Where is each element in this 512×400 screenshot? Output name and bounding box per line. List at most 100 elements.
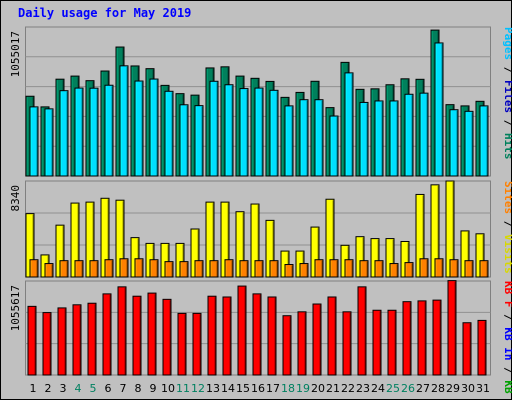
bar-pages: [89, 87, 99, 177]
bar-sites: [359, 260, 369, 278]
bar-kbytes: [357, 286, 367, 376]
bar-pages: [269, 89, 279, 177]
x-tick-label: 23: [356, 382, 370, 395]
bar-sites: [74, 260, 84, 278]
panel-hits: 1055017 Pages / Files / Hits: [9, 26, 512, 177]
x-tick-label: 17: [266, 382, 280, 395]
panel-visits-legend: Sites / Visits: [502, 181, 512, 274]
bar-pages: [44, 108, 54, 177]
x-tick-label: 18: [281, 382, 295, 395]
bar-sites: [89, 260, 99, 278]
x-tick-label: 28: [431, 382, 445, 395]
x-tick-label: 4: [75, 382, 82, 395]
bar-sites: [194, 260, 204, 278]
bar-sites: [104, 259, 114, 278]
bar-pages: [419, 92, 429, 177]
x-tick-label: 9: [150, 382, 157, 395]
x-tick-label: 27: [416, 382, 430, 395]
bar-pages: [359, 101, 369, 177]
bar-kbytes: [177, 312, 187, 376]
bar-kbytes: [312, 303, 322, 376]
x-tick-label: 12: [191, 382, 205, 395]
x-tick-label: 26: [401, 382, 415, 395]
x-tick-label: 16: [251, 382, 265, 395]
bar-sites: [149, 259, 159, 278]
x-tick-label: 24: [371, 382, 385, 395]
bar-sites: [269, 260, 279, 278]
y-tick-label: 1055617: [9, 285, 22, 331]
legend-entry: KB In: [502, 327, 512, 360]
legend-entry: Visits: [502, 234, 512, 274]
bar-pages: [74, 87, 84, 177]
bar-pages: [59, 90, 69, 177]
bar-kbytes: [387, 309, 397, 376]
bar-kbytes: [147, 292, 157, 376]
x-tick-label: 10: [161, 382, 175, 395]
bar-kbytes: [432, 299, 442, 376]
legend-entry: KB F: [502, 281, 512, 308]
bar-kbytes: [72, 304, 82, 376]
x-tick-label: 29: [446, 382, 460, 395]
bar-sites: [299, 263, 309, 278]
chart-panels: 1055017 Pages / Files / Hits 8340 Sites / V…: [9, 26, 512, 400]
bar-sites: [209, 260, 219, 278]
bar-sites: [404, 262, 414, 278]
bar-sites: [44, 263, 54, 278]
x-tick-label: 20: [311, 382, 325, 395]
bar-pages: [284, 105, 294, 177]
x-tick-label: 5: [90, 382, 97, 395]
legend-entry: Files: [502, 80, 512, 113]
bar-sites: [374, 260, 384, 278]
bar-pages: [209, 80, 219, 177]
bar-kbytes: [447, 280, 457, 376]
legend-separator: /: [502, 214, 512, 234]
x-tick-label: 1: [30, 382, 37, 395]
bar-kbytes: [192, 312, 202, 376]
bar-pages: [329, 115, 339, 177]
bar-sites: [254, 260, 264, 278]
x-axis-labels: 1 2 3 4 5 6 7 8 9 10 11 12 13 14 15 16 17 18 19 20 21 22 23 24 2…: [30, 382, 491, 395]
bar-sites: [164, 261, 174, 278]
bar-kbytes: [222, 296, 232, 376]
bar-pages: [179, 104, 189, 177]
x-tick-label: 7: [120, 382, 127, 395]
bar-kbytes: [162, 298, 172, 376]
bar-kbytes: [102, 293, 112, 376]
bar-kbytes: [342, 311, 352, 376]
legend-separator: /: [502, 308, 512, 328]
bar-pages: [374, 100, 384, 177]
bar-pages: [164, 90, 174, 177]
x-tick-label: 2: [45, 382, 52, 395]
bar-pages: [104, 84, 114, 177]
bar-sites: [419, 258, 429, 278]
bar-sites: [134, 258, 144, 278]
bar-pages: [254, 87, 264, 177]
x-tick-label: 30: [461, 382, 475, 395]
x-tick-label: 25: [386, 382, 400, 395]
x-tick-label: 31: [476, 382, 490, 395]
bar-kbytes: [282, 315, 292, 376]
bar-sites: [59, 260, 69, 278]
bar-kbytes: [237, 285, 247, 376]
legend-entry: Hits: [502, 133, 512, 160]
bar-pages: [134, 80, 144, 177]
x-tick-label: 13: [206, 382, 220, 395]
x-tick-label: 19: [296, 382, 310, 395]
bar-kbytes: [252, 293, 262, 376]
legend-entry: Sites: [502, 181, 512, 214]
chart-title: Daily usage for May 2019: [18, 6, 191, 20]
bar-sites: [224, 259, 234, 278]
x-tick-label: 8: [135, 382, 142, 395]
bar-kbytes: [402, 301, 412, 376]
bar-pages: [464, 110, 474, 177]
bar-kbytes: [207, 295, 217, 376]
bar-kbytes: [42, 312, 52, 376]
bar-sites: [284, 264, 294, 278]
bar-sites: [449, 259, 459, 278]
bar-sites: [179, 261, 189, 278]
bar-kbytes: [462, 322, 472, 376]
bar-sites: [464, 260, 474, 278]
bar-pages: [119, 65, 129, 177]
panel-visits: 8340 Sites / Visits: [9, 180, 512, 278]
